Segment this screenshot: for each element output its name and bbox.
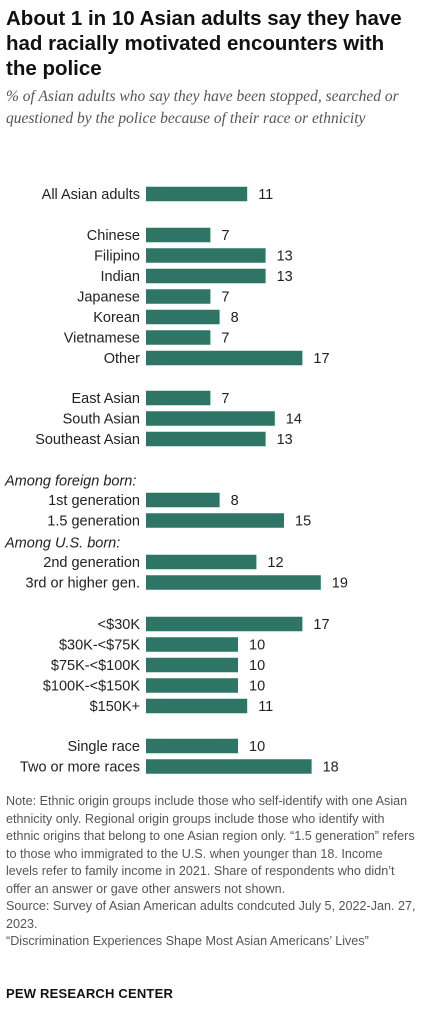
- category-label: Vietnamese: [64, 331, 140, 347]
- value-label: 7: [221, 391, 229, 407]
- bar: [146, 554, 257, 570]
- bar: [146, 657, 238, 673]
- footnotes: Note: Ethnic origin groups include those…: [6, 793, 416, 951]
- category-label: Other: [104, 351, 140, 367]
- category-label: Korean: [93, 310, 140, 326]
- value-label: 8: [231, 493, 239, 509]
- bar: [146, 698, 248, 714]
- bar: [146, 431, 266, 447]
- category-label: 1.5 generation: [47, 514, 140, 530]
- source-text: Source: Survey of Asian American adults …: [6, 899, 416, 931]
- value-label: 18: [323, 760, 339, 776]
- category-label: Chinese: [87, 228, 140, 244]
- bar: [146, 759, 312, 774]
- bar: [146, 289, 211, 304]
- value-label: 10: [249, 658, 265, 674]
- value-label: 17: [313, 351, 329, 367]
- value-label: 15: [295, 514, 311, 530]
- group-heading: Among foreign born:: [4, 474, 136, 490]
- category-label: 2nd generation: [43, 555, 140, 571]
- value-label: 17: [313, 617, 329, 633]
- chart-title: About 1 in 10 Asian adults say they have…: [6, 7, 402, 80]
- category-label: <$30K: [98, 617, 141, 633]
- category-label: Japanese: [77, 290, 140, 306]
- value-label: 13: [277, 269, 293, 285]
- category-label: $100K-<$150K: [43, 679, 140, 695]
- bar: [146, 330, 211, 345]
- value-label: 10: [249, 679, 265, 695]
- group-heading: Among U.S. born:: [4, 536, 120, 552]
- value-label: 7: [221, 228, 229, 244]
- category-label: $75K-<$100K: [51, 658, 140, 674]
- value-label: 13: [277, 249, 293, 265]
- bar: [146, 513, 284, 528]
- note-text: Note: Ethnic origin groups include those…: [6, 794, 415, 896]
- value-label: 7: [221, 290, 229, 306]
- bar: [146, 616, 303, 632]
- value-label: 12: [267, 555, 283, 571]
- bar: [146, 268, 266, 284]
- category-label: Indian: [100, 269, 140, 285]
- category-label: Single race: [67, 739, 140, 755]
- value-label: 10: [249, 739, 265, 755]
- bar: [146, 227, 211, 243]
- bar: [146, 248, 266, 263]
- value-label: 19: [332, 576, 348, 592]
- category-label: 3rd or higher gen.: [26, 576, 140, 592]
- bar: [146, 678, 238, 693]
- category-label: $30K-<$75K: [59, 638, 140, 654]
- value-label: 7: [221, 331, 229, 347]
- value-label: 10: [249, 638, 265, 654]
- bar: [146, 411, 275, 426]
- bar: [146, 309, 220, 325]
- bar: [146, 738, 238, 754]
- category-label: 1st generation: [48, 493, 140, 509]
- value-label: 8: [231, 310, 239, 326]
- bar-chart: All Asian adults 11 Chinese 7 Filipino 13 Indi…: [4, 186, 348, 776]
- category-label: All Asian adults: [42, 187, 140, 203]
- report-title: “Discrimination Experiences Shape Most A…: [6, 934, 369, 948]
- value-label: 11: [258, 187, 273, 203]
- bar: [146, 492, 220, 508]
- chart-subtitle: % of Asian adults who say they have been…: [6, 88, 399, 127]
- bar: [146, 390, 211, 406]
- bar: [146, 637, 238, 652]
- category-label: $150K+: [90, 699, 140, 715]
- brand-logo-text: PEW RESEARCH CENTER: [6, 986, 174, 1001]
- category-label: Southeast Asian: [35, 432, 140, 448]
- value-label: 11: [258, 699, 273, 715]
- category-label: Filipino: [94, 249, 140, 265]
- category-label: Two or more races: [20, 760, 140, 776]
- value-label: 13: [277, 432, 293, 448]
- bar: [146, 350, 303, 366]
- bar: [146, 575, 321, 590]
- bar: [146, 186, 248, 202]
- category-label: South Asian: [63, 412, 140, 428]
- value-label: 14: [286, 412, 302, 428]
- category-label: East Asian: [71, 391, 140, 407]
